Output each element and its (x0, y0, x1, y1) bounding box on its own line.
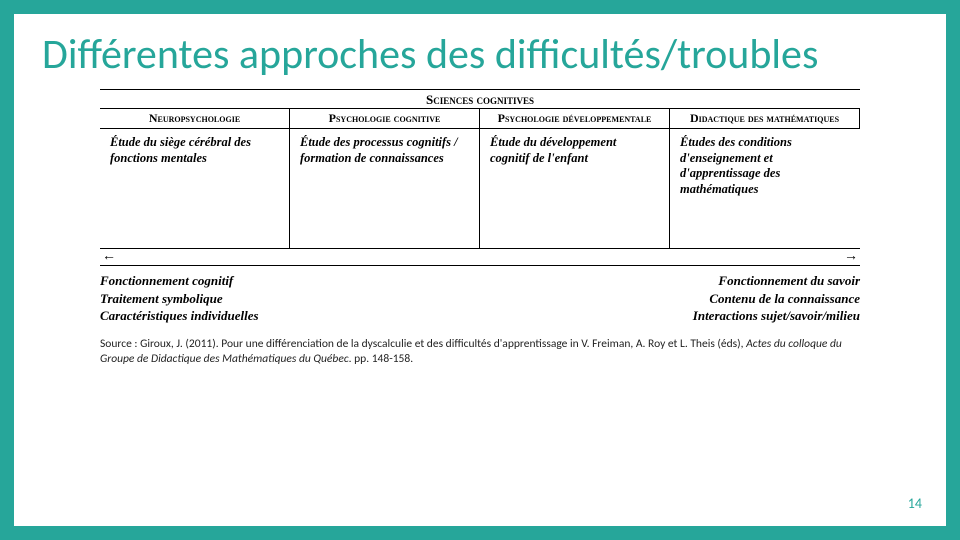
page-title: Différentes approches des difficultés/tr… (42, 32, 918, 77)
continuum-row: Fonctionnement cognitif Traitement symbo… (100, 266, 860, 325)
col-header-2: Psychologie développementale (480, 109, 670, 128)
col-desc-2: Étude du développement cognitif de l'enf… (480, 128, 670, 248)
arrow-row: ← → (100, 249, 860, 266)
arrow-left-icon: ← (102, 249, 116, 265)
right-line-2: Interactions sujet/savoir/milieu (480, 307, 860, 325)
right-line-1: Contenu de la connaissance (480, 290, 860, 308)
super-header: Sciences cognitives (100, 90, 860, 108)
arrow-right-icon: → (844, 249, 858, 265)
col-header-3: Didactique des mathématiques (670, 109, 860, 128)
col-desc-0: Étude du siège cérébral des fonctions me… (100, 128, 290, 248)
col-desc-3: Études des conditions d'enseignement et … (670, 128, 860, 248)
continuum-right: Fonctionnement du savoir Contenu de la c… (480, 272, 860, 325)
source-citation: Source : Giroux, J. (2011). Pour une dif… (100, 337, 860, 367)
slide: Différentes approches des difficultés/tr… (0, 0, 960, 540)
left-line-2: Caractéristiques individuelles (100, 307, 480, 325)
approach-table: Neuropsychologie Psychologie cognitive P… (100, 108, 860, 249)
left-line-0: Fonctionnement cognitif (100, 272, 480, 290)
source-suffix: . pp. 148-158. (349, 352, 414, 366)
col-header-1: Psychologie cognitive (290, 109, 480, 128)
right-line-0: Fonctionnement du savoir (480, 272, 860, 290)
continuum-left: Fonctionnement cognitif Traitement symbo… (100, 272, 480, 325)
page-number: 14 (908, 495, 922, 512)
col-desc-1: Étude des processus cognitifs / formatio… (290, 128, 480, 248)
col-header-0: Neuropsychologie (100, 109, 290, 128)
left-line-1: Traitement symbolique (100, 290, 480, 308)
source-prefix: Source : Giroux, J. (2011). Pour une dif… (100, 337, 746, 351)
figure: Sciences cognitives Neuropsychologie Psy… (100, 89, 860, 366)
